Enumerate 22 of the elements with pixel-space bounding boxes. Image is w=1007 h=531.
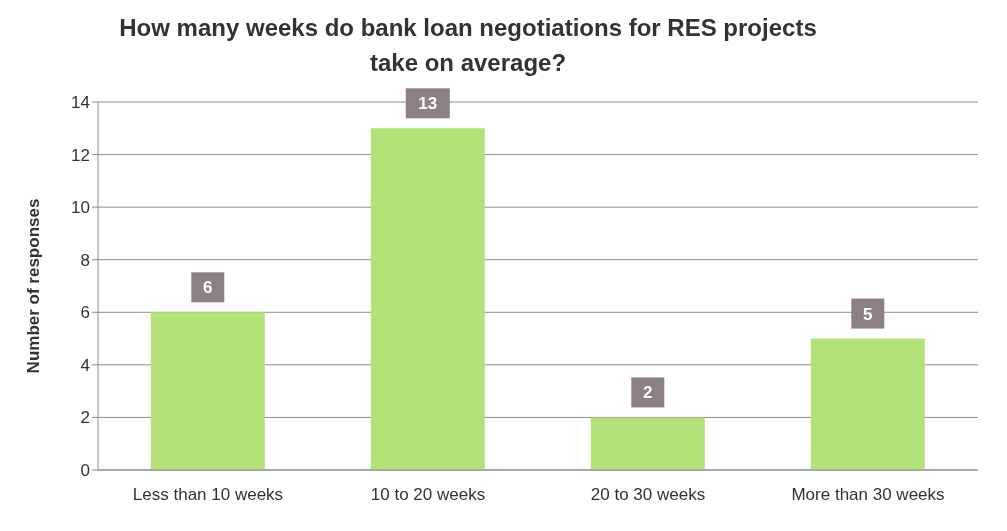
y-tick-label: 0	[80, 461, 90, 481]
data-label: 2	[643, 383, 653, 403]
y-axis-title: Number of responses	[24, 198, 44, 374]
y-tick-label: 14	[71, 93, 90, 113]
x-tick-label: 10 to 20 weeks	[370, 485, 486, 505]
data-label: 5	[863, 304, 873, 324]
y-tick-label: 8	[80, 250, 90, 270]
y-tick-label: 2	[80, 408, 90, 428]
y-tick-label: 12	[71, 145, 90, 165]
y-tick-label: 4	[80, 355, 90, 375]
data-label: 6	[203, 278, 213, 298]
bar	[150, 312, 265, 470]
bar	[810, 338, 925, 470]
y-tick-label: 6	[80, 303, 90, 323]
y-tick-label: 10	[71, 198, 90, 218]
bar	[370, 128, 485, 470]
x-tick-label: 20 to 30 weeks	[590, 485, 706, 505]
chart-title: How many weeks do bank loan negotiations for RES projects take on average?	[118, 13, 818, 78]
x-tick-label: Less than 10 weeks	[132, 485, 284, 505]
bar	[590, 417, 705, 470]
x-tick-label: More than 30 weeks	[791, 485, 945, 505]
data-label: 13	[418, 94, 438, 114]
